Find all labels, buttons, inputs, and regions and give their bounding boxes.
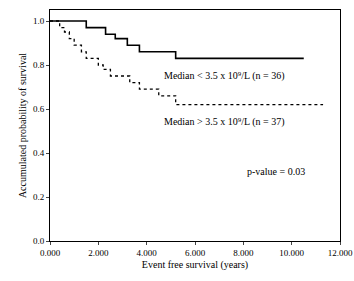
svg-text:Accumulated probability of sur: Accumulated probability of survival — [17, 53, 28, 198]
svg-text:0.0: 0.0 — [33, 236, 45, 246]
svg-text:2.000: 2.000 — [88, 248, 109, 258]
svg-text:0.4: 0.4 — [33, 148, 45, 158]
svg-text:Median < 3.5 x 10⁹/L (n = 36): Median < 3.5 x 10⁹/L (n = 36) — [164, 70, 285, 82]
svg-text:p-value = 0.03: p-value = 0.03 — [247, 166, 305, 177]
svg-text:4.000: 4.000 — [137, 248, 158, 258]
svg-text:12.000: 12.000 — [328, 248, 353, 258]
svg-text:0.6: 0.6 — [33, 104, 45, 114]
svg-text:Median > 3.5 x 10⁹/L (n = 37): Median > 3.5 x 10⁹/L (n = 37) — [164, 116, 285, 128]
svg-text:0.000: 0.000 — [40, 248, 61, 258]
svg-text:0.8: 0.8 — [33, 60, 45, 70]
svg-text:10.000: 10.000 — [279, 248, 304, 258]
svg-text:Event free survival (years): Event free survival (years) — [142, 259, 248, 271]
svg-text:8.000: 8.000 — [233, 248, 254, 258]
svg-text:1.0: 1.0 — [33, 16, 45, 26]
svg-text:6.000: 6.000 — [185, 248, 206, 258]
svg-text:0.2: 0.2 — [33, 192, 44, 202]
